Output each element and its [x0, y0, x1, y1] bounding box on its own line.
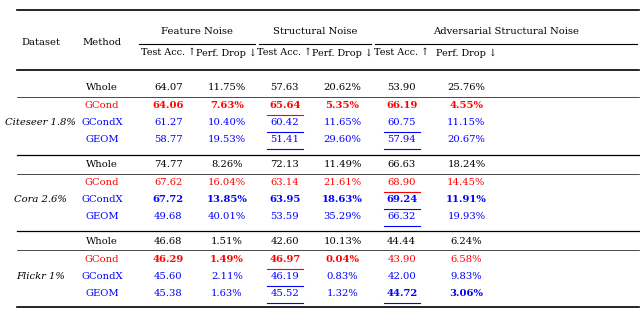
Text: 35.29%: 35.29%	[324, 212, 362, 221]
Text: GCond: GCond	[84, 101, 119, 110]
Text: 46.97: 46.97	[269, 255, 300, 264]
Text: 11.49%: 11.49%	[323, 160, 362, 169]
Text: 21.61%: 21.61%	[324, 178, 362, 187]
Text: 45.60: 45.60	[154, 272, 183, 281]
Text: 57.63: 57.63	[271, 83, 299, 92]
Text: 67.62: 67.62	[154, 178, 182, 187]
Text: 43.90: 43.90	[387, 255, 416, 264]
Text: GEOM: GEOM	[85, 289, 118, 298]
Text: 72.13: 72.13	[270, 160, 299, 169]
Text: 60.42: 60.42	[271, 118, 299, 127]
Text: 53.59: 53.59	[271, 212, 299, 221]
Text: 20.67%: 20.67%	[447, 135, 485, 144]
Text: 46.19: 46.19	[270, 272, 299, 281]
Text: 44.44: 44.44	[387, 237, 416, 246]
Text: 46.68: 46.68	[154, 237, 182, 246]
Text: 10.13%: 10.13%	[323, 237, 362, 246]
Text: 7.63%: 7.63%	[210, 101, 244, 110]
Text: Test Acc. ↑: Test Acc. ↑	[141, 49, 196, 57]
Text: 49.68: 49.68	[154, 212, 183, 221]
Text: 42.00: 42.00	[387, 272, 416, 281]
Text: 29.60%: 29.60%	[324, 135, 362, 144]
Text: Test Acc. ↑: Test Acc. ↑	[257, 49, 312, 57]
Text: 44.72: 44.72	[386, 289, 417, 298]
Text: 42.60: 42.60	[271, 237, 299, 246]
Text: 61.27: 61.27	[154, 118, 183, 127]
Text: 11.15%: 11.15%	[447, 118, 486, 127]
Text: Flickr 1%: Flickr 1%	[17, 272, 65, 281]
Text: GCondX: GCondX	[81, 272, 123, 281]
Text: 60.75: 60.75	[387, 118, 416, 127]
Text: 9.83%: 9.83%	[451, 272, 482, 281]
Text: 40.01%: 40.01%	[208, 212, 246, 221]
Text: 14.45%: 14.45%	[447, 178, 486, 187]
Text: Feature Noise: Feature Noise	[161, 27, 233, 36]
Text: 2.11%: 2.11%	[211, 272, 243, 281]
Text: 67.72: 67.72	[153, 195, 184, 204]
Text: Whole: Whole	[86, 83, 118, 92]
Text: 45.38: 45.38	[154, 289, 183, 298]
Text: Perf. Drop ↓: Perf. Drop ↓	[436, 49, 497, 57]
Text: 66.19: 66.19	[386, 101, 417, 110]
Text: 25.76%: 25.76%	[447, 83, 485, 92]
Text: 51.41: 51.41	[270, 135, 300, 144]
Text: 18.63%: 18.63%	[322, 195, 363, 204]
Text: 0.83%: 0.83%	[327, 272, 358, 281]
Text: 19.93%: 19.93%	[447, 212, 486, 221]
Text: Whole: Whole	[86, 237, 118, 246]
Text: 45.52: 45.52	[270, 289, 299, 298]
Text: 18.24%: 18.24%	[447, 160, 486, 169]
Text: GEOM: GEOM	[85, 135, 118, 144]
Text: 8.26%: 8.26%	[211, 160, 243, 169]
Text: 1.63%: 1.63%	[211, 289, 243, 298]
Text: 16.04%: 16.04%	[208, 178, 246, 187]
Text: 66.32: 66.32	[387, 212, 416, 221]
Text: 20.62%: 20.62%	[324, 83, 362, 92]
Text: Citeseer 1.8%: Citeseer 1.8%	[6, 118, 76, 127]
Text: 64.06: 64.06	[153, 101, 184, 110]
Text: 10.40%: 10.40%	[208, 118, 246, 127]
Text: Test Acc. ↑: Test Acc. ↑	[374, 49, 429, 57]
Text: Perf. Drop ↓: Perf. Drop ↓	[312, 49, 373, 57]
Text: 66.63: 66.63	[388, 160, 416, 169]
Text: 57.94: 57.94	[387, 135, 416, 144]
Text: 74.77: 74.77	[154, 160, 183, 169]
Text: 6.24%: 6.24%	[451, 237, 482, 246]
Text: 6.58%: 6.58%	[451, 255, 482, 264]
Text: 63.14: 63.14	[270, 178, 299, 187]
Text: 46.29: 46.29	[153, 255, 184, 264]
Text: 11.65%: 11.65%	[324, 118, 362, 127]
Text: 1.32%: 1.32%	[327, 289, 358, 298]
Text: 64.07: 64.07	[154, 83, 183, 92]
Text: GCond: GCond	[84, 178, 119, 187]
Text: 5.35%: 5.35%	[326, 101, 360, 110]
Text: 1.51%: 1.51%	[211, 237, 243, 246]
Text: 11.75%: 11.75%	[208, 83, 246, 92]
Text: Perf. Drop ↓: Perf. Drop ↓	[196, 49, 257, 57]
Text: GEOM: GEOM	[85, 212, 118, 221]
Text: 11.91%: 11.91%	[446, 195, 487, 204]
Text: 0.04%: 0.04%	[326, 255, 360, 264]
Text: 68.90: 68.90	[387, 178, 416, 187]
Text: GCondX: GCondX	[81, 195, 123, 204]
Text: Structural Noise: Structural Noise	[273, 27, 357, 36]
Text: GCond: GCond	[84, 255, 119, 264]
Text: Adversarial Structural Noise: Adversarial Structural Noise	[433, 27, 579, 36]
Text: 69.24: 69.24	[386, 195, 417, 204]
Text: 4.55%: 4.55%	[449, 101, 483, 110]
Text: Cora 2.6%: Cora 2.6%	[15, 195, 67, 204]
Text: 3.06%: 3.06%	[449, 289, 483, 298]
Text: 53.90: 53.90	[387, 83, 416, 92]
Text: Dataset: Dataset	[21, 38, 60, 47]
Text: GCondX: GCondX	[81, 118, 123, 127]
Text: 65.64: 65.64	[269, 101, 301, 110]
Text: 13.85%: 13.85%	[207, 195, 247, 204]
Text: Method: Method	[83, 38, 122, 47]
Text: 19.53%: 19.53%	[208, 135, 246, 144]
Text: 1.49%: 1.49%	[210, 255, 244, 264]
Text: Whole: Whole	[86, 160, 118, 169]
Text: 63.95: 63.95	[269, 195, 300, 204]
Text: 58.77: 58.77	[154, 135, 183, 144]
